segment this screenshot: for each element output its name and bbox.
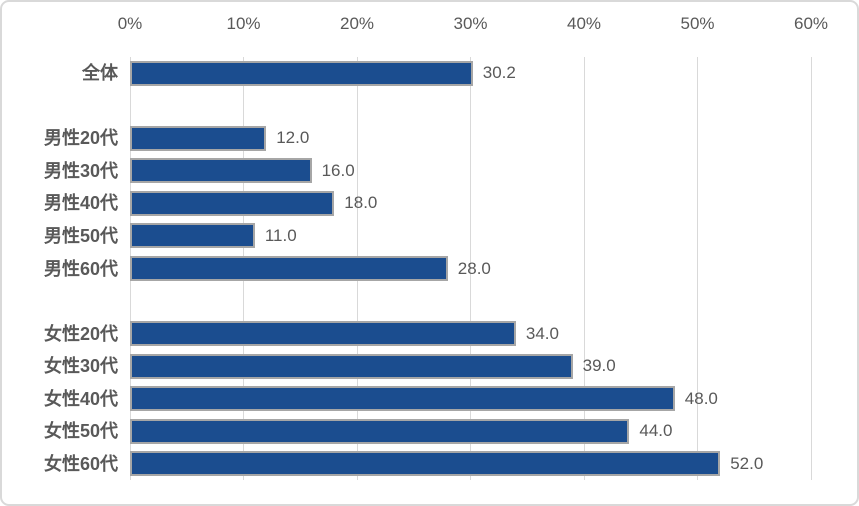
value-label: 18.0 xyxy=(344,193,378,213)
value-label: 48.0 xyxy=(684,388,718,408)
value-label: 16.0 xyxy=(321,160,355,180)
category-label: 全体 xyxy=(82,63,118,84)
x-axis-tick-label: 60% xyxy=(793,14,829,33)
category-label: 女性30代 xyxy=(43,356,118,377)
x-axis-tick-label: 30% xyxy=(453,14,488,33)
value-label: 44.0 xyxy=(639,421,673,441)
value-label: 11.0 xyxy=(264,225,297,245)
category-label: 男性30代 xyxy=(43,160,118,181)
value-label: 30.2 xyxy=(482,63,516,83)
bar[interactable] xyxy=(130,223,255,249)
gridline xyxy=(583,57,585,480)
value-label: 12.0 xyxy=(276,128,310,148)
category-label: 男性20代 xyxy=(43,128,118,149)
category-label: 女性50代 xyxy=(43,421,118,442)
value-label: 28.0 xyxy=(457,258,491,278)
bar[interactable] xyxy=(130,125,267,151)
gridline xyxy=(470,57,471,480)
x-axis-tick-label: 40% xyxy=(566,14,602,33)
bar[interactable] xyxy=(130,418,630,444)
value-label: 34.0 xyxy=(525,323,559,343)
category-label: 女性20代 xyxy=(43,323,118,344)
bar[interactable] xyxy=(130,321,516,347)
bar[interactable] xyxy=(130,60,473,86)
bar[interactable] xyxy=(130,190,335,216)
category-label: 男性40代 xyxy=(43,193,118,214)
x-axis-tick-label: 20% xyxy=(339,14,375,33)
category-label: 男性60代 xyxy=(43,258,118,279)
gridline xyxy=(697,57,698,480)
category-label: 男性50代 xyxy=(43,225,118,246)
category-label: 女性60代 xyxy=(43,453,118,474)
x-axis-tick-label: 10% xyxy=(226,14,261,33)
bar[interactable] xyxy=(130,451,721,477)
x-axis-tick-label: 0% xyxy=(117,14,143,33)
value-label: 52.0 xyxy=(730,453,764,473)
bar[interactable] xyxy=(130,386,675,412)
x-axis-tick-label: 50% xyxy=(680,14,715,33)
value-label: 39.0 xyxy=(582,356,616,376)
category-label: 女性40代 xyxy=(43,388,118,409)
gridline xyxy=(810,57,812,480)
bar[interactable] xyxy=(130,256,448,281)
bar[interactable] xyxy=(130,353,573,379)
bar[interactable] xyxy=(130,158,312,184)
